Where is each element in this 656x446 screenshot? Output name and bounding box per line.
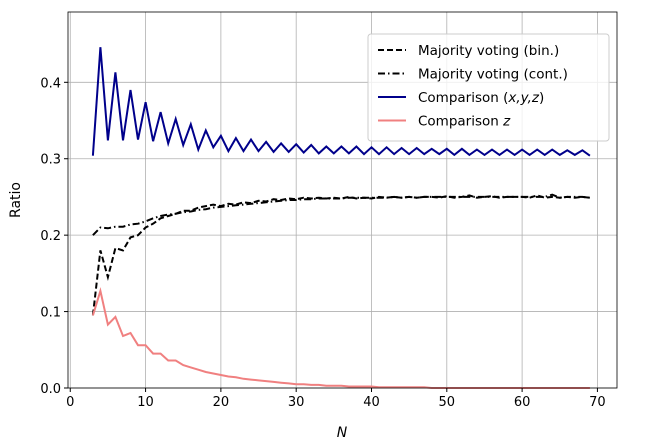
x-tick-label: 40: [363, 395, 380, 410]
x-tick-label: 10: [137, 395, 154, 410]
legend-label-text: Majority voting (bin.): [418, 43, 559, 59]
x-tick-label: 50: [439, 395, 456, 410]
x-tick-label: 60: [514, 395, 531, 410]
legend-box: [367, 33, 610, 142]
legend-label-suffix: ): [539, 90, 544, 106]
plot-frame: [67, 11, 618, 389]
legend-label: Majority voting (bin.): [418, 43, 559, 59]
x-axis-label: N: [337, 425, 348, 441]
series-line-3: [91, 286, 590, 389]
legend-label: Majority voting (cont.): [418, 67, 568, 83]
y-axis-label: Ratio: [8, 182, 24, 218]
y-tick-label: 0.0: [40, 382, 61, 397]
series-line-2: [91, 47, 591, 157]
legend-label-text: Comparison (: [418, 90, 508, 106]
x-tick-label: 20: [213, 395, 230, 410]
y-tick-label: 0.3: [40, 153, 61, 168]
ticks: 0 10 20 30 40 50 60 70 0.0 0.1 0.2 0.3 0.4: [40, 76, 605, 410]
series-line-0: [91, 194, 591, 316]
y-tick-label: 0.2: [40, 229, 61, 244]
legend-label-text: Comparison: [418, 114, 503, 130]
x-tick-label: 30: [288, 395, 305, 410]
legend-label-italic: x,y,z: [507, 90, 540, 106]
legend-label: Comparison (x,y,z): [418, 90, 544, 106]
legend-label-text: Majority voting (cont.): [418, 67, 568, 83]
legend-label-italic: z: [502, 114, 511, 130]
legend-label: Comparison z: [418, 114, 511, 130]
x-tick-label: 70: [589, 395, 606, 410]
legend: Majority voting (bin.) Majority voting (c…: [367, 33, 610, 142]
y-tick-label: 0.1: [40, 306, 61, 321]
x-tick-label: 0: [66, 395, 74, 410]
y-tick-label: 0.4: [40, 76, 61, 91]
series-line-1: [92, 193, 591, 236]
